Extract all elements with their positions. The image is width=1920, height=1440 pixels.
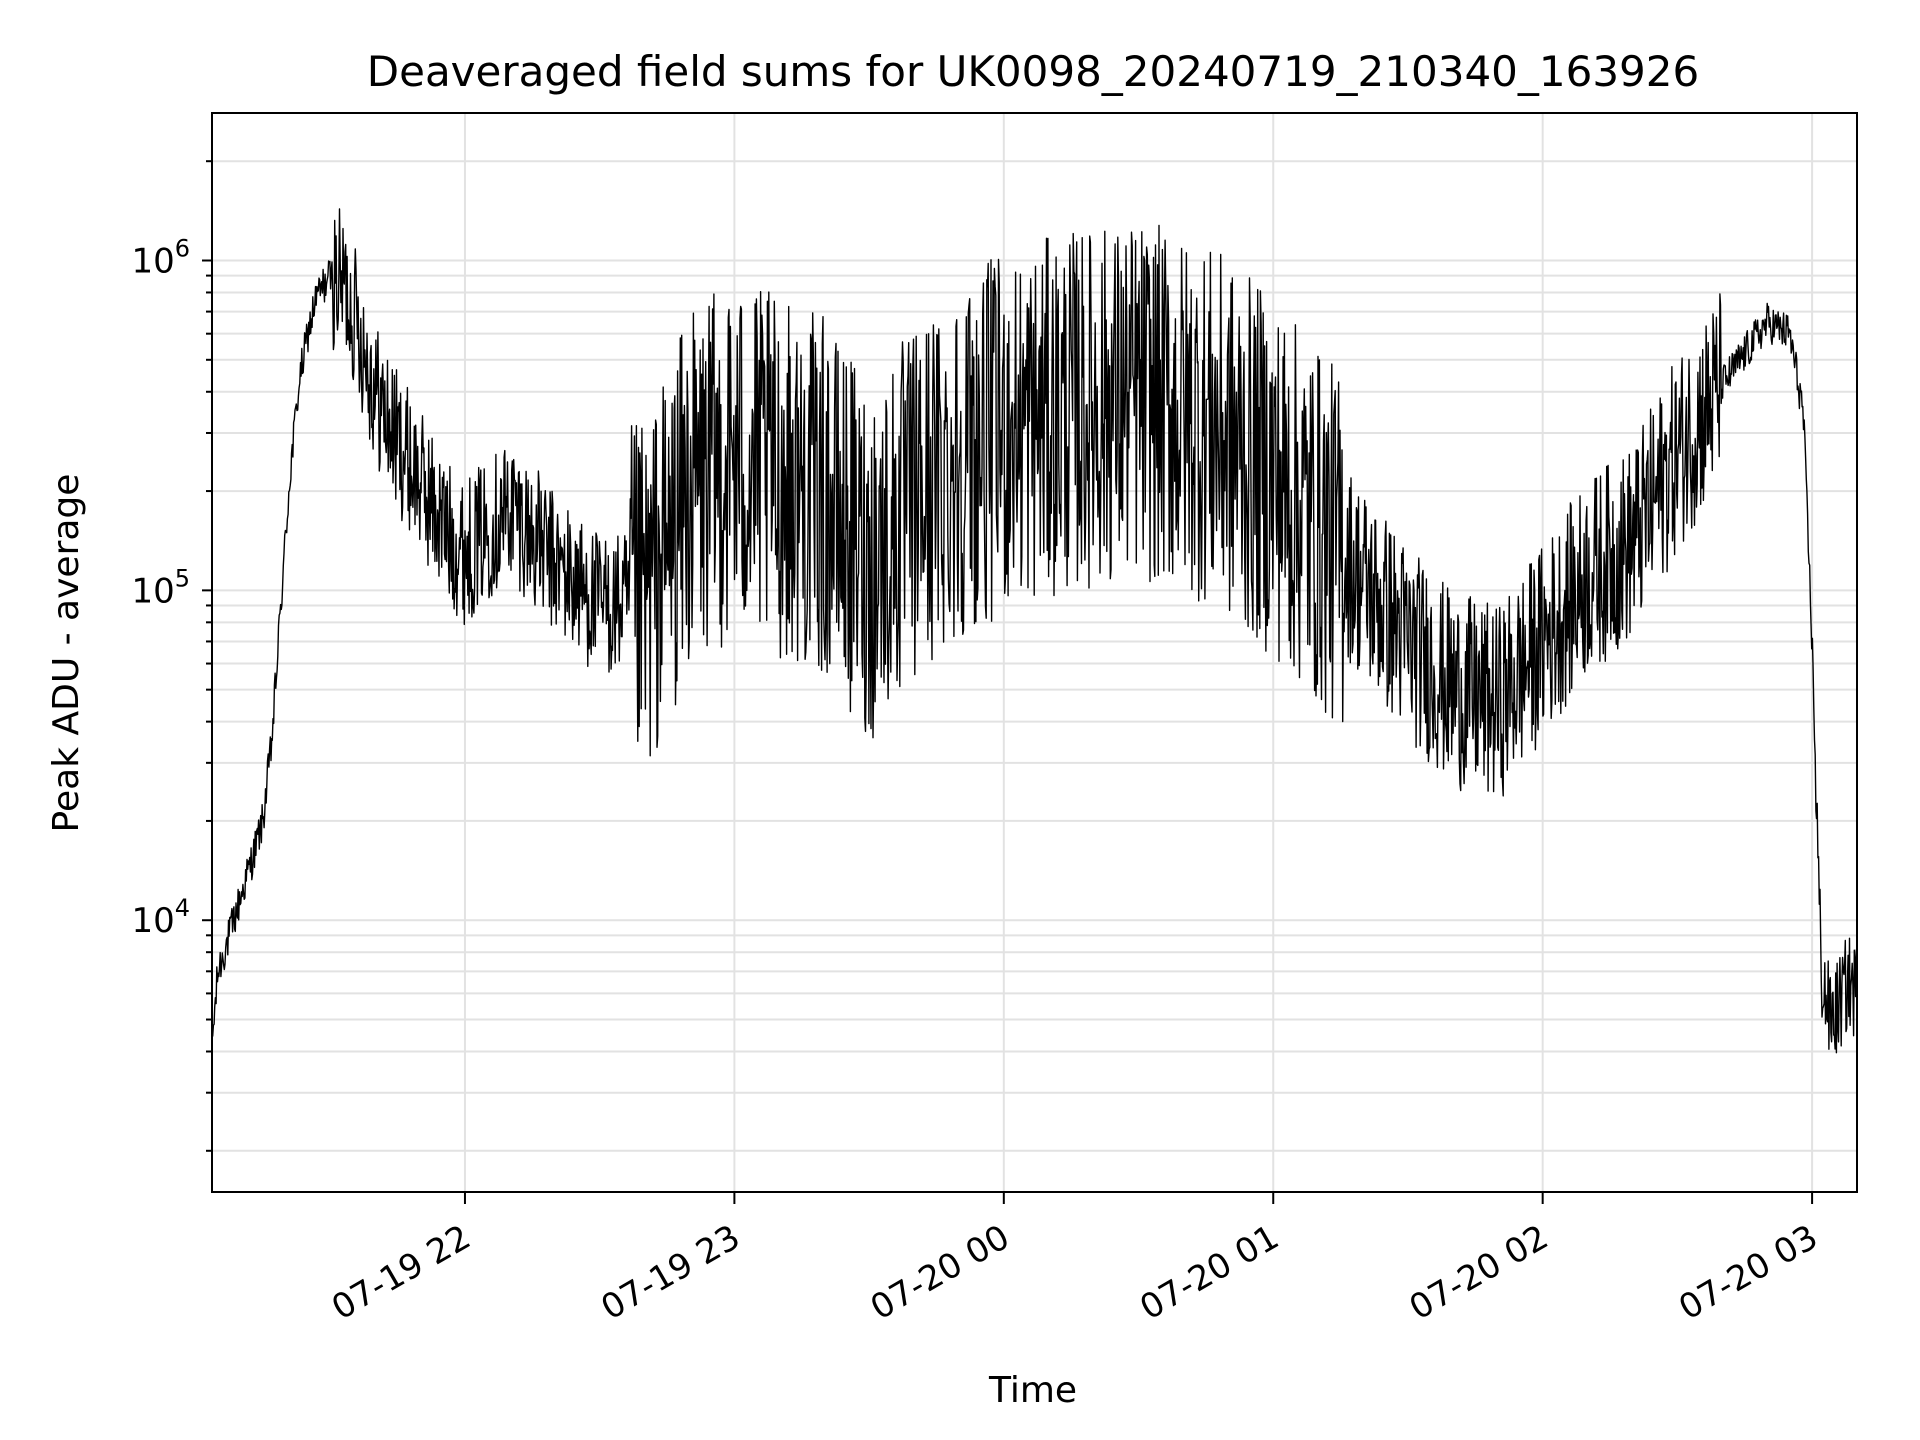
- y-axis: 104 105 106: [131, 160, 212, 1152]
- grid: [212, 113, 1857, 1192]
- y-tick-label: 104: [131, 894, 190, 941]
- data-series-line: [211, 208, 1858, 1054]
- x-tick-label: 07-20 00: [864, 1217, 1016, 1328]
- x-axis: 07-19 22 07-19 23 07-20 00 07-20 01 07-20 02…: [325, 1192, 1825, 1328]
- x-tick-label: 07-20 01: [1133, 1217, 1285, 1328]
- x-tick-label: 07-19 22: [325, 1217, 477, 1328]
- y-axis-label: Peak ADU - average: [46, 474, 87, 833]
- x-tick-label: 07-20 02: [1403, 1217, 1555, 1328]
- x-tick-label: 07-19 23: [594, 1217, 746, 1328]
- y-tick-label: 105: [131, 564, 190, 611]
- y-tick-label: 106: [131, 235, 190, 282]
- chart-title: Deaveraged field sums for UK0098_2024071…: [367, 47, 1699, 96]
- plot-frame: [211, 112, 1858, 1193]
- x-axis-label: Time: [988, 1370, 1077, 1411]
- x-tick-label: 07-20 03: [1672, 1217, 1824, 1328]
